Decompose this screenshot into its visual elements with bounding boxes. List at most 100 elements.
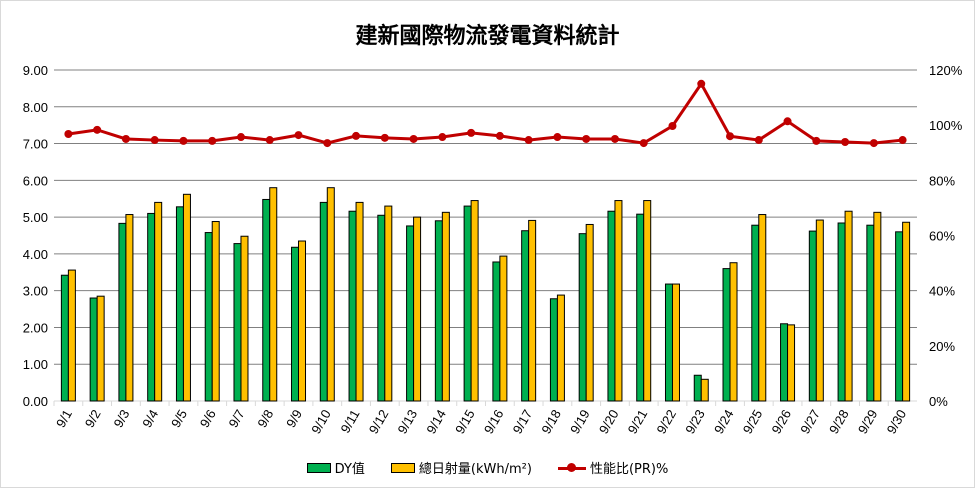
bar-irradiance bbox=[873, 211, 882, 402]
bar-irradiance bbox=[326, 187, 335, 402]
x-axis-tick-label: 9/5 bbox=[168, 407, 190, 430]
pr-point bbox=[121, 134, 130, 143]
x-axis-tick-label: 9/14 bbox=[423, 407, 449, 436]
legend-item-pr: 性能比(PR)% bbox=[557, 458, 669, 477]
bar-irradiance bbox=[556, 294, 565, 402]
x-axis-tick-label: 9/13 bbox=[395, 407, 421, 436]
bar-irradiance bbox=[528, 219, 537, 402]
bar-dy bbox=[406, 225, 415, 402]
bar-dy bbox=[578, 233, 587, 402]
bar-irradiance bbox=[125, 214, 134, 402]
left-axis-tick-label: 1.00 bbox=[23, 357, 48, 372]
pr-point bbox=[869, 139, 878, 148]
pr-point bbox=[64, 129, 73, 138]
bar-irradiance bbox=[384, 205, 393, 402]
right-axis-tick-label: 40% bbox=[929, 284, 955, 299]
x-axis-tick-label: 9/23 bbox=[682, 407, 708, 436]
pr-point bbox=[236, 133, 245, 142]
bar-irradiance bbox=[67, 269, 76, 402]
right-axis-tick-label: 20% bbox=[929, 339, 955, 354]
x-axis-tick-label: 9/2 bbox=[82, 407, 104, 430]
pr-point bbox=[352, 131, 361, 140]
pr-point bbox=[495, 131, 504, 140]
right-axis-tick-label: 120% bbox=[929, 63, 963, 78]
pr-point bbox=[582, 134, 591, 143]
x-axis-tick-label: 9/3 bbox=[110, 407, 132, 430]
right-axis-tick-label: 80% bbox=[929, 173, 955, 188]
bar-dy bbox=[89, 297, 98, 402]
bar-irradiance bbox=[585, 223, 594, 402]
pr-point bbox=[726, 132, 735, 141]
pr-point bbox=[93, 125, 102, 134]
bar-dy bbox=[434, 220, 443, 402]
pr-point bbox=[524, 136, 533, 145]
bar-irradiance bbox=[240, 235, 249, 402]
pr-point bbox=[467, 128, 476, 137]
bar-dy bbox=[118, 222, 127, 402]
bar-irradiance bbox=[298, 240, 307, 402]
bar-irradiance bbox=[96, 295, 105, 402]
bar-irradiance bbox=[787, 324, 796, 402]
x-axis-tick-label: 9/18 bbox=[538, 407, 564, 436]
pr-point bbox=[323, 139, 332, 148]
bar-irradiance bbox=[499, 255, 508, 402]
bar-dy bbox=[607, 210, 616, 402]
left-axis-tick-label: 0.00 bbox=[23, 394, 48, 409]
legend-swatch-irradiance bbox=[390, 462, 415, 473]
bar-dy bbox=[866, 224, 875, 402]
bar-irradiance bbox=[470, 200, 479, 402]
bar-dy bbox=[233, 243, 242, 402]
bar-irradiance bbox=[815, 219, 824, 402]
x-axis-tick-label: 9/15 bbox=[452, 407, 478, 436]
legend-item-dy: DY值 bbox=[306, 458, 365, 477]
bar-irradiance bbox=[844, 210, 853, 402]
bar-irradiance bbox=[902, 221, 911, 402]
x-axis-tick-label: 9/4 bbox=[139, 407, 161, 430]
pr-point bbox=[898, 136, 907, 145]
pr-point bbox=[208, 136, 217, 145]
bar-dy bbox=[722, 268, 731, 402]
bar-irradiance bbox=[671, 283, 680, 402]
x-axis-tick-label: 9/22 bbox=[653, 407, 679, 436]
left-axis-tick-label: 4.00 bbox=[23, 247, 48, 262]
pr-point bbox=[668, 121, 677, 130]
left-axis-tick-label: 5.00 bbox=[23, 210, 48, 225]
pr-point bbox=[639, 139, 648, 148]
left-axis-tick-label: 3.00 bbox=[23, 284, 48, 299]
bar-dy bbox=[636, 213, 645, 402]
pr-point bbox=[438, 133, 447, 142]
bar-dy bbox=[175, 206, 184, 402]
x-axis-tick-label: 9/21 bbox=[625, 407, 651, 436]
x-axis-tick-label: 9/19 bbox=[567, 407, 593, 436]
x-axis-tick-label: 9/1 bbox=[53, 407, 75, 430]
pr-point bbox=[697, 79, 706, 88]
bar-dy bbox=[780, 323, 789, 402]
right-axis-tick-label: 100% bbox=[929, 118, 963, 133]
x-axis-tick-label: 9/24 bbox=[711, 407, 737, 436]
x-axis-tick-label: 9/25 bbox=[740, 407, 766, 436]
right-axis-tick-label: 60% bbox=[929, 229, 955, 244]
pr-point bbox=[150, 136, 159, 145]
legend-label-pr: 性能比(PR)% bbox=[589, 462, 669, 477]
bar-irradiance bbox=[614, 200, 623, 402]
bar-dy bbox=[664, 283, 673, 402]
left-axis-tick-label: 2.00 bbox=[23, 320, 48, 335]
pr-point bbox=[409, 134, 418, 143]
bar-dy bbox=[895, 231, 904, 402]
x-axis-tick-label: 9/9 bbox=[283, 407, 305, 430]
right-axis-tick-label: 0% bbox=[929, 394, 948, 409]
left-axis-tick-label: 9.00 bbox=[23, 63, 48, 78]
x-axis-tick-label: 9/27 bbox=[797, 407, 823, 436]
x-axis-tick-label: 9/17 bbox=[510, 407, 536, 436]
x-axis-tick-label: 9/28 bbox=[826, 407, 852, 436]
pr-point bbox=[294, 131, 303, 140]
pr-point bbox=[812, 136, 821, 145]
x-axis-tick-label: 9/16 bbox=[481, 407, 507, 436]
pr-point bbox=[841, 137, 850, 146]
x-axis-tick-label: 9/7 bbox=[226, 407, 248, 430]
bar-dy bbox=[204, 232, 213, 402]
x-axis-tick-label: 9/8 bbox=[254, 407, 276, 430]
bar-dy bbox=[837, 222, 846, 402]
left-axis-tick-label: 7.00 bbox=[23, 137, 48, 152]
